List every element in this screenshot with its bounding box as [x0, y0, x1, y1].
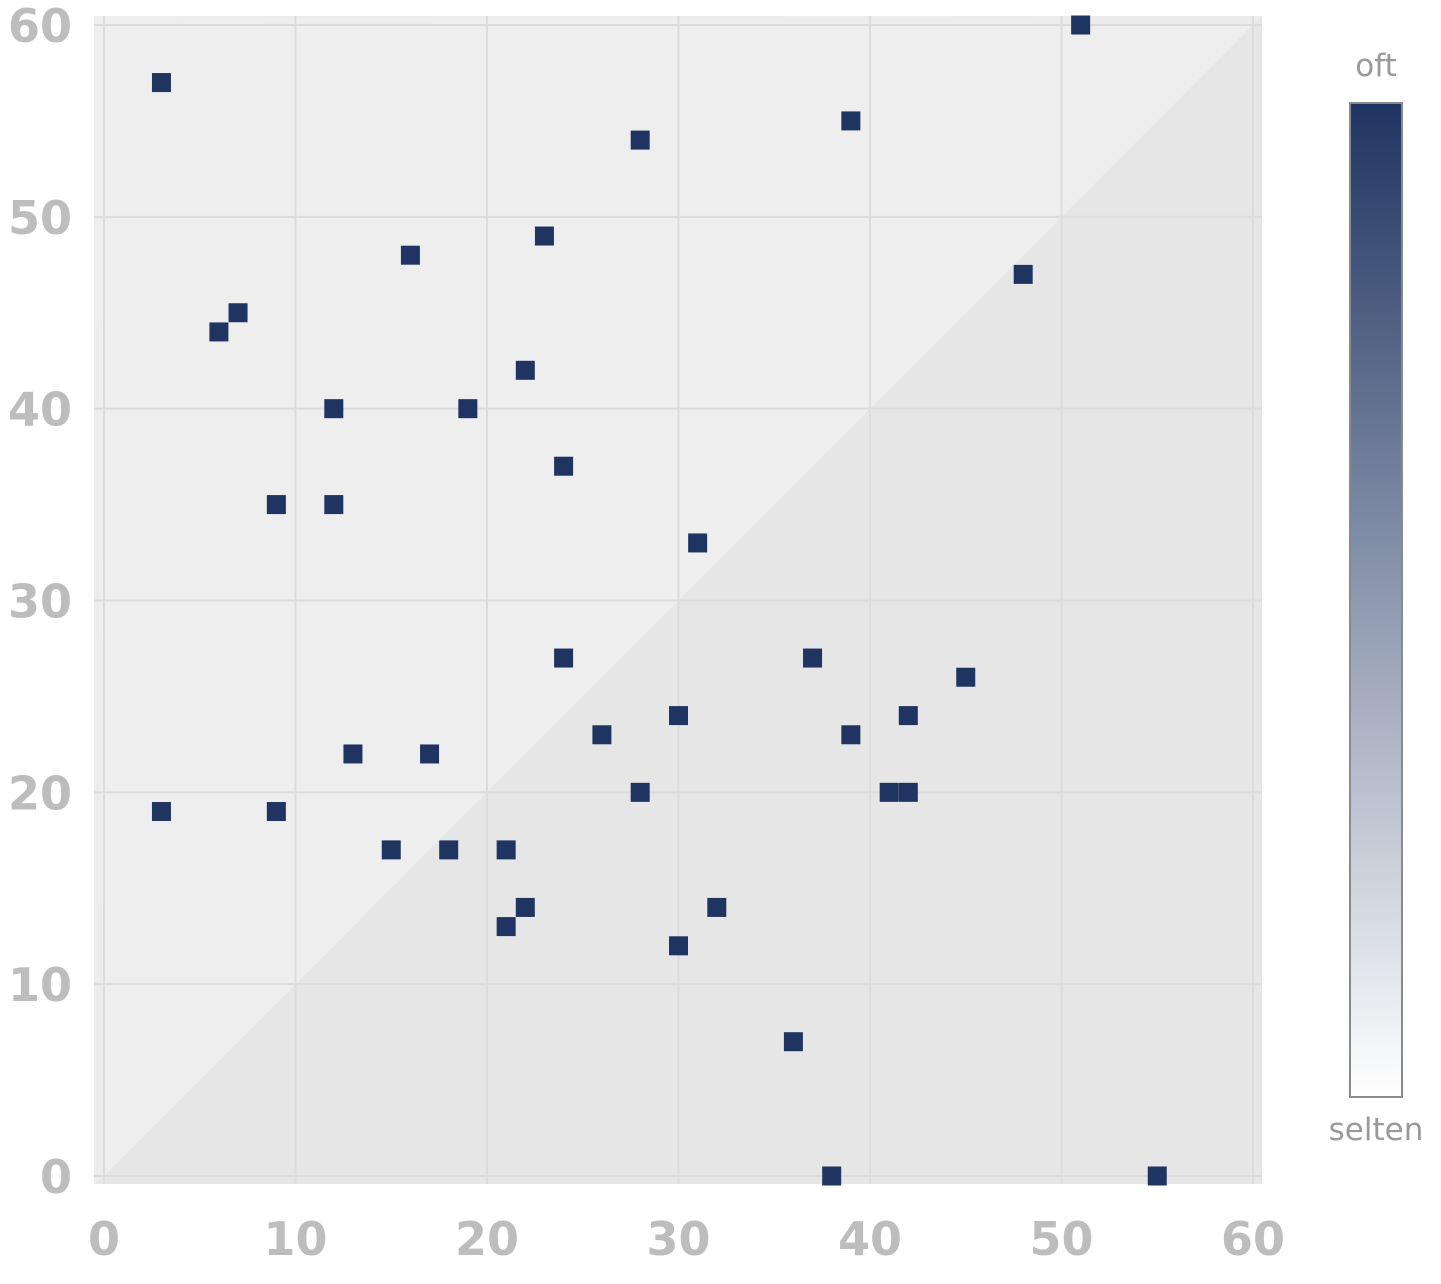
colorbar-top-label: oft — [1355, 48, 1397, 84]
heatmap-cell — [534, 226, 554, 246]
heatmap-cell — [496, 917, 516, 937]
heatmap-cell — [324, 399, 344, 419]
heatmap-cell — [956, 667, 976, 687]
heatmap-cell — [841, 111, 861, 131]
heatmap-cell — [324, 495, 344, 515]
heatmap-cell — [841, 725, 861, 745]
heatmap-cell — [1147, 1166, 1167, 1186]
upper-triangle-region — [94, 16, 1253, 1176]
heatmap-cell — [898, 706, 918, 726]
colorbar-gradient — [1349, 102, 1403, 1098]
heatmap-cell — [266, 495, 286, 515]
y-tick-label: 0 — [40, 1150, 72, 1204]
y-tick-label: 40 — [8, 383, 72, 437]
y-tick-label: 10 — [8, 958, 72, 1012]
heatmap-cell — [228, 303, 248, 323]
heatmap-cell — [630, 782, 650, 802]
x-tick-label: 10 — [263, 1212, 327, 1266]
heatmap-cell — [669, 936, 688, 956]
heatmap-cell — [822, 1166, 842, 1186]
heatmap-cell — [209, 322, 229, 342]
lower-triangle-region — [94, 16, 1262, 1184]
y-tick-label: 30 — [8, 575, 72, 629]
heatmap-cell — [458, 399, 478, 419]
heatmap-cell — [898, 782, 918, 802]
x-tick-label: 20 — [455, 1212, 519, 1266]
heatmap-cell — [783, 1032, 803, 1052]
heatmap-cell — [1071, 15, 1091, 35]
heatmap-cell — [630, 130, 650, 150]
heatmap-cell — [669, 706, 688, 726]
heatmap-cell — [1013, 264, 1033, 284]
x-axis-ticks: 0 10 20 30 40 50 60 — [88, 1212, 1285, 1266]
heatmap-cell — [151, 802, 171, 822]
x-tick-label: 50 — [1029, 1212, 1093, 1266]
heatmap-cell — [496, 840, 516, 860]
x-tick-label: 0 — [88, 1212, 120, 1266]
x-tick-label: 40 — [838, 1212, 902, 1266]
heatmap-cell — [381, 840, 401, 860]
heatmap-cell — [151, 73, 171, 93]
y-tick-label: 60 — [8, 0, 72, 53]
heatmap-cell — [707, 897, 727, 917]
gridlines — [94, 16, 1262, 1184]
data-cells — [151, 15, 1167, 1186]
heatmap-cell — [439, 840, 459, 860]
heatmap-cell — [554, 648, 574, 668]
heatmap-cell — [688, 533, 708, 553]
heatmap-cell — [400, 245, 420, 265]
heatmap-cell — [592, 725, 612, 745]
heatmap-cell — [266, 802, 286, 822]
heatmap-cell — [554, 456, 574, 476]
colorbar-legend: oft selten — [1329, 48, 1424, 1148]
colorbar-bottom-label: selten — [1329, 1112, 1424, 1148]
x-tick-label: 30 — [646, 1212, 710, 1266]
x-tick-label: 60 — [1221, 1212, 1285, 1266]
heatmap-cell — [343, 744, 363, 764]
y-axis-ticks: 0 10 20 30 40 50 60 — [8, 0, 72, 1204]
heatmap-cell — [515, 360, 535, 380]
heatmap-cell — [515, 897, 535, 917]
heatmap-cell — [803, 648, 823, 668]
y-tick-label: 50 — [8, 191, 72, 245]
heatmap-cell — [420, 744, 440, 764]
heatmap-cell — [879, 782, 899, 802]
y-tick-label: 20 — [8, 766, 72, 820]
